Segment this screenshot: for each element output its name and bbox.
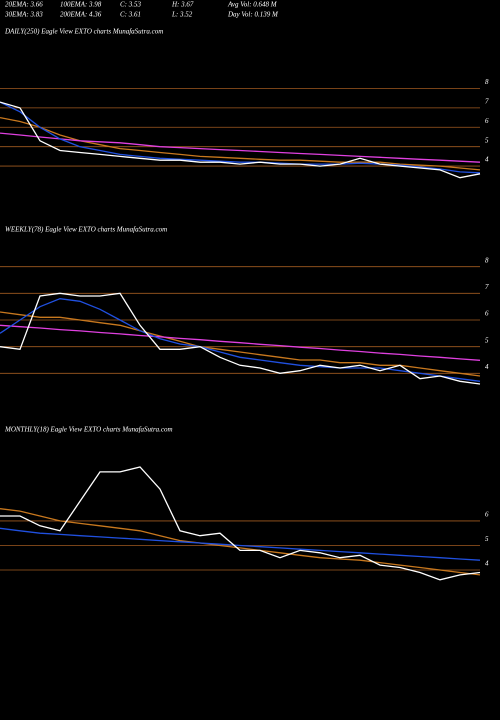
price-line (0, 324, 481, 361)
header-stat: 100EMA: 3.98 (60, 1, 102, 9)
price-line (0, 466, 481, 581)
y-tick-label: 6 (485, 310, 489, 318)
header-stat: C: 3.61 (120, 11, 141, 19)
y-tick-label: 8 (485, 256, 489, 264)
panel-title: DAILY(250) Eagle View EXTO charts Munafa… (4, 28, 163, 36)
price-line (0, 527, 481, 561)
price-line (0, 292, 481, 385)
header-stat: L: 3.52 (171, 11, 193, 19)
header-stat: C: 3.53 (120, 1, 142, 9)
y-tick-label: 4 (485, 156, 489, 164)
header-stat: Avg Vol: 0.648 M (227, 1, 278, 9)
price-line (0, 101, 481, 179)
y-tick-label: 8 (485, 78, 489, 86)
y-tick-label: 6 (485, 117, 489, 125)
panel-title: MONTHLY(18) Eagle View EXTO charts Munaf… (4, 426, 173, 434)
y-tick-label: 4 (485, 363, 489, 371)
header-stat: Day Vol: 0.139 M (227, 11, 279, 19)
y-tick-label: 5 (485, 136, 489, 144)
y-tick-label: 4 (485, 560, 489, 568)
panel-title: WEEKLY(78) Eagle View EXTO charts Munafa… (5, 226, 167, 234)
header-stat: H: 3.67 (171, 1, 194, 9)
y-tick-label: 5 (485, 336, 489, 344)
price-line (0, 508, 481, 576)
header-stat: 200EMA: 4.36 (60, 11, 102, 19)
y-tick-label: 7 (485, 283, 489, 291)
header-stat: 30EMA: 3.83 (4, 11, 43, 19)
y-tick-label: 7 (485, 97, 489, 105)
price-line (0, 101, 481, 174)
price-line (0, 311, 481, 377)
price-line (0, 298, 481, 382)
header-stat: 20EMA: 3.66 (5, 1, 43, 9)
price-line (0, 132, 481, 163)
y-tick-label: 6 (485, 511, 489, 519)
y-tick-label: 5 (485, 535, 489, 543)
